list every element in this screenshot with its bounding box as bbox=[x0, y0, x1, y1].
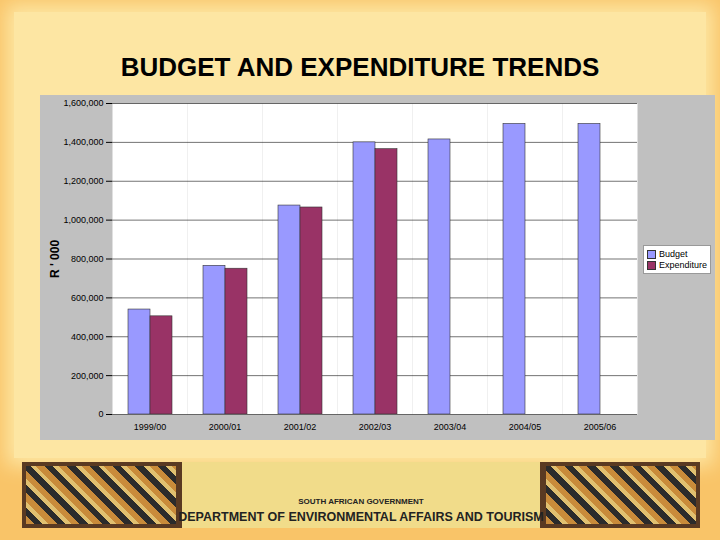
svg-text:R ' 000: R ' 000 bbox=[48, 240, 62, 279]
svg-text:1,200,000: 1,200,000 bbox=[63, 176, 103, 186]
svg-text:1,400,000: 1,400,000 bbox=[63, 137, 103, 147]
svg-text:2005/06: 2005/06 bbox=[584, 422, 617, 432]
svg-text:2001/02: 2001/02 bbox=[284, 422, 317, 432]
svg-text:200,000: 200,000 bbox=[71, 371, 104, 381]
svg-text:800,000: 800,000 bbox=[71, 254, 104, 264]
svg-text:1,000,000: 1,000,000 bbox=[63, 215, 103, 225]
html-text:Budget: Budget bbox=[659, 249, 688, 259]
html-text:Expenditure: Expenditure bbox=[659, 260, 707, 270]
svg-text:2004/05: 2004/05 bbox=[509, 422, 542, 432]
svg-text:400,000: 400,000 bbox=[71, 332, 104, 342]
svg-text:2003/04: 2003/04 bbox=[434, 422, 467, 432]
svg-text:1,600,000: 1,600,000 bbox=[63, 98, 103, 108]
svg-text:0: 0 bbox=[98, 409, 103, 419]
svg-text:600,000: 600,000 bbox=[71, 293, 104, 303]
svg-text:2002/03: 2002/03 bbox=[359, 422, 392, 432]
html-text:BUDGET AND EXPENDITURE TRENDS: BUDGET AND EXPENDITURE TRENDS bbox=[120, 52, 600, 82]
svg-text:2000/01: 2000/01 bbox=[209, 422, 242, 432]
html-text:DEPARTMENT OF ENVIRONMENTAL AF: DEPARTMENT OF ENVIRONMENTAL AFFAIRS AND … bbox=[178, 510, 544, 524]
svg-text:1999/00: 1999/00 bbox=[134, 422, 167, 432]
html-text:SOUTH AFRICAN GOVERNMENT: SOUTH AFRICAN GOVERNMENT bbox=[298, 497, 424, 506]
